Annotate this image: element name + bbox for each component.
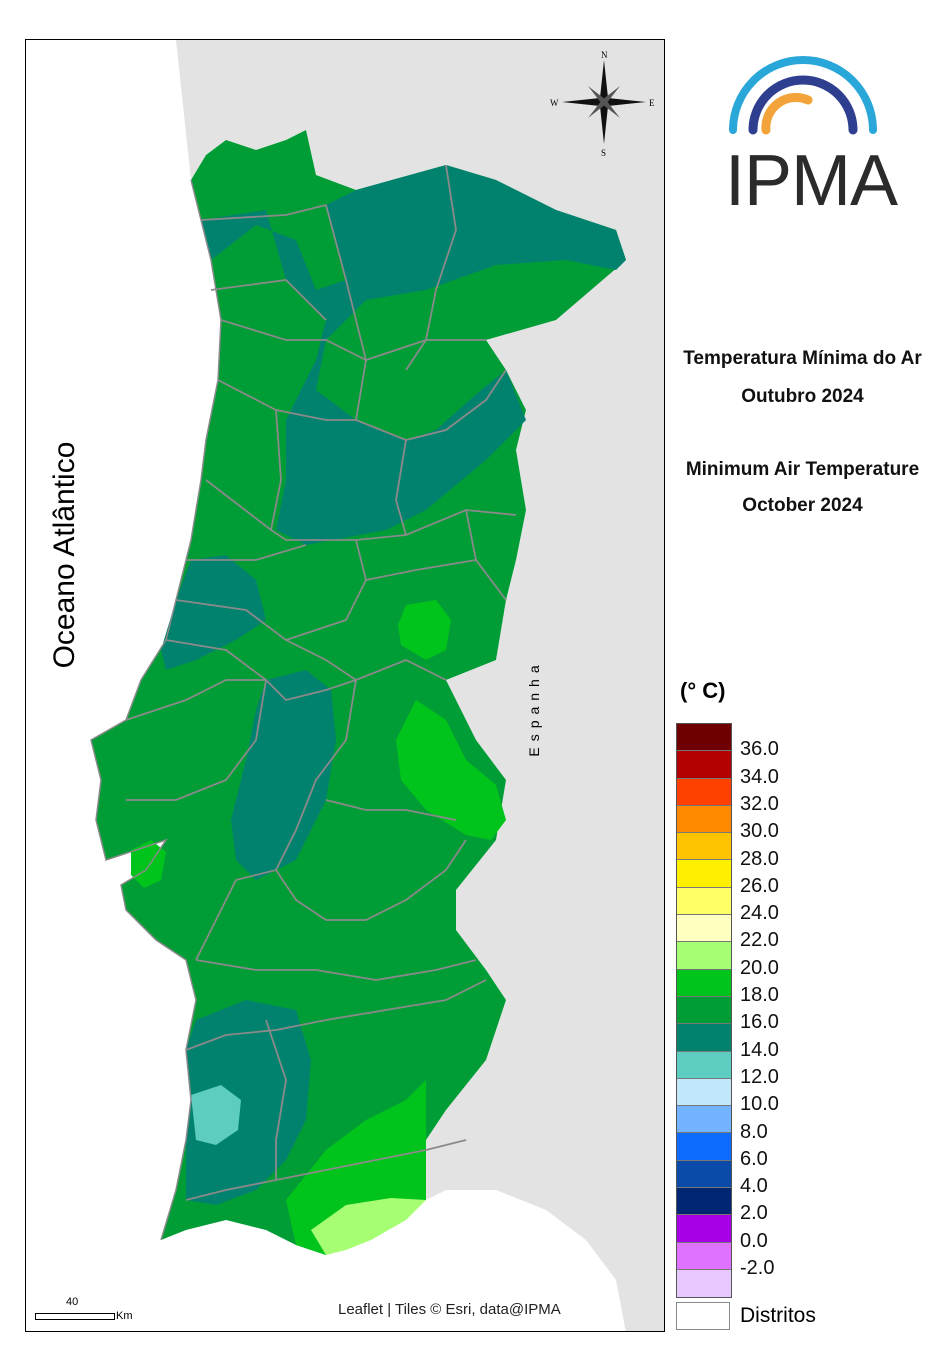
title-pt-line1: Temperatura Mínima do Ar (683, 348, 922, 369)
coastline (90, 179, 222, 1241)
ocean-label: Oceano Atlântico (48, 441, 81, 669)
distritos-swatch (676, 1302, 730, 1330)
legend-label: 12.0 (740, 1065, 779, 1088)
zone-20-algarve (311, 1198, 426, 1255)
legend-swatch (677, 1269, 731, 1298)
legend-swatch (677, 1188, 731, 1216)
title-pt-line2: Outubro 2024 (741, 386, 864, 407)
legend-swatch (677, 1215, 731, 1243)
legend-label: 36.0 (740, 738, 779, 761)
compass-n: N (601, 50, 608, 60)
compass-rose: N S W E (550, 50, 655, 158)
legend-swatch (677, 942, 731, 970)
legend-unit: (° C) (680, 678, 726, 703)
legend-label: 30.0 (740, 820, 779, 843)
legend-colorbar (676, 723, 732, 1299)
legend-swatch (677, 751, 731, 779)
map-frame[interactable]: N S W E (25, 39, 665, 1332)
legend-label: 34.0 (740, 765, 779, 788)
zone-18-beira (398, 600, 451, 660)
legend-label: 22.0 (740, 929, 779, 952)
legend-label: 32.0 (740, 792, 779, 815)
legend-swatch (677, 1078, 731, 1107)
legend-label: 20.0 (740, 956, 779, 979)
scale-bar: 40 Km (33, 1296, 153, 1326)
legend-swatch (677, 724, 731, 752)
zone-14-southwest (186, 1000, 311, 1205)
scale-value: 40 (66, 1296, 79, 1308)
scale-unit: Km (116, 1310, 133, 1322)
legend-swatch (677, 887, 731, 916)
legend-swatch (677, 1160, 731, 1189)
zone-14-center (231, 670, 336, 880)
scale-bar-graphic (35, 1313, 115, 1320)
legend-swatch (677, 996, 731, 1025)
zone-14-north (201, 165, 626, 545)
compass-e: E (649, 98, 655, 108)
legend-label: 8.0 (740, 1120, 768, 1143)
legend-label: -2.0 (740, 1257, 775, 1279)
legend-label: 24.0 (740, 902, 779, 925)
title-en-line2: October 2024 (742, 495, 863, 516)
legend-swatch (677, 833, 731, 861)
ipma-logo-text: IPMA (725, 141, 898, 221)
legend-label: 28.0 (740, 847, 779, 870)
zone-18-algarve (286, 1080, 426, 1255)
legend-label: 18.0 (740, 984, 779, 1006)
legend-swatch (677, 1024, 731, 1052)
legend-swatch (677, 805, 731, 834)
legend-swatch (677, 1133, 731, 1161)
legend-label: 14.0 (740, 1038, 779, 1061)
ipma-logo-arcs (729, 56, 877, 135)
compass-s: S (601, 148, 606, 158)
legend-label: 4.0 (740, 1175, 768, 1198)
legend-label: 0.0 (740, 1229, 768, 1252)
legend-swatch (677, 778, 731, 806)
zone-14-coast (161, 555, 266, 670)
legend-swatch (677, 860, 731, 888)
compass-w: W (550, 98, 559, 108)
spain-landmass (176, 40, 664, 1331)
spain-label: Espanha (526, 659, 542, 757)
legend-label: 2.0 (740, 1202, 768, 1225)
distritos-label: Distritos (740, 1304, 816, 1327)
zone-14-algarve-sw (191, 1085, 241, 1145)
legend-swatch (677, 969, 731, 997)
title-en-line1: Minimum Air Temperature (685, 459, 920, 480)
zone-18-east (396, 700, 506, 840)
legend-label: 10.0 (740, 1093, 779, 1116)
legend-label: 16.0 (740, 1011, 779, 1034)
legend-label: 26.0 (740, 874, 779, 897)
legend-swatch (677, 915, 731, 943)
legend-swatch (677, 1051, 731, 1079)
district-borders (125, 164, 517, 1201)
legend-swatch (677, 1242, 731, 1270)
map-attribution[interactable]: Leaflet | Tiles © Esri, data@IPMA (332, 1297, 567, 1323)
legend-swatch (677, 1106, 731, 1134)
map-svg[interactable]: N S W E (26, 40, 665, 1332)
legend-label: 6.0 (740, 1147, 768, 1170)
